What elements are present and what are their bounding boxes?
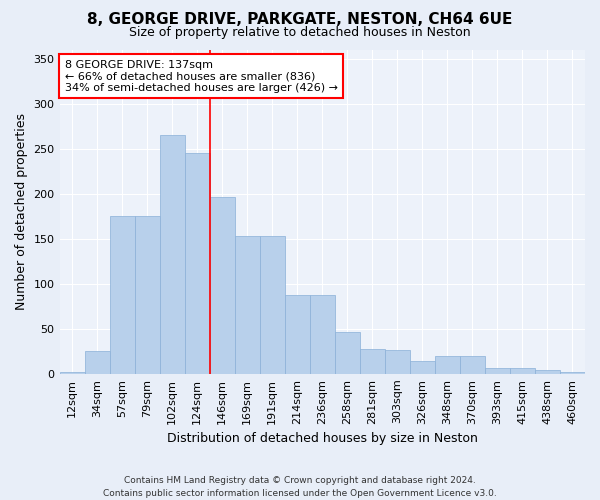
Bar [460,356,485,374]
Bar [185,154,209,374]
Bar [285,294,310,374]
Bar [160,136,185,374]
X-axis label: Distribution of detached houses by size in Neston: Distribution of detached houses by size … [167,432,478,445]
Bar [385,350,410,374]
Text: 8, GEORGE DRIVE, PARKGATE, NESTON, CH64 6UE: 8, GEORGE DRIVE, PARKGATE, NESTON, CH64 … [88,12,512,28]
Y-axis label: Number of detached properties: Number of detached properties [15,114,28,310]
Text: 8 GEORGE DRIVE: 137sqm
← 66% of detached houses are smaller (836)
34% of semi-de: 8 GEORGE DRIVE: 137sqm ← 66% of detached… [65,60,338,93]
Bar [435,356,460,374]
Bar [235,236,260,374]
Bar [59,372,85,374]
Bar [134,216,160,374]
Bar [485,368,510,374]
Bar [410,361,435,374]
Bar [335,332,360,374]
Bar [260,236,285,374]
Bar [560,372,585,374]
Bar [535,370,560,374]
Bar [110,216,134,374]
Bar [510,368,535,374]
Bar [209,196,235,374]
Bar [360,348,385,374]
Bar [85,352,110,374]
Text: Contains HM Land Registry data © Crown copyright and database right 2024.
Contai: Contains HM Land Registry data © Crown c… [103,476,497,498]
Text: Size of property relative to detached houses in Neston: Size of property relative to detached ho… [129,26,471,39]
Bar [310,294,335,374]
